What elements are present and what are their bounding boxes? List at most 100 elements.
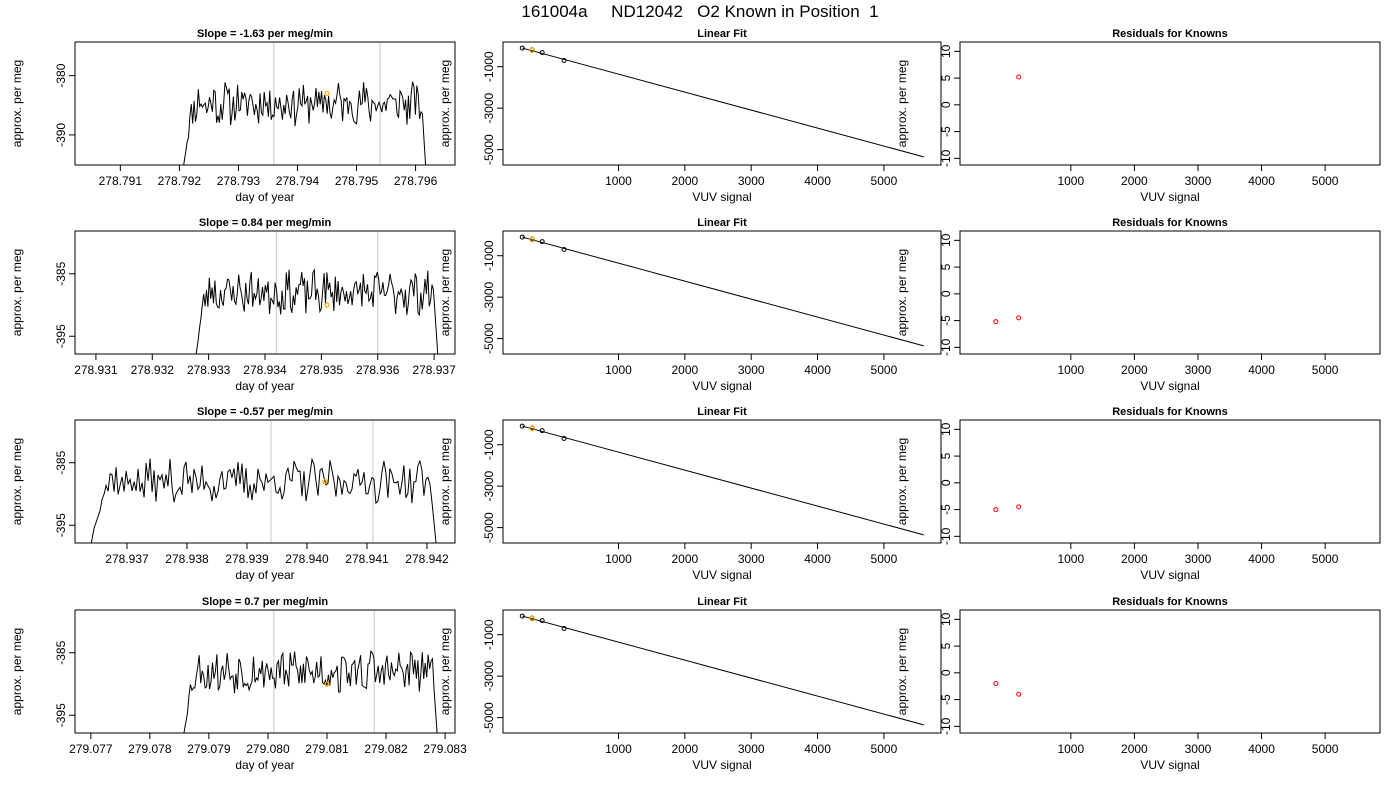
- y-tick-label: -1000: [482, 240, 496, 271]
- y-axis-label: approx. per meg: [438, 438, 452, 525]
- x-axis-label: VUV signal: [1140, 379, 1199, 393]
- fit-point: [561, 247, 567, 253]
- y-axis-label: approx. per meg: [438, 60, 452, 147]
- y-tick-label: -385: [54, 640, 68, 664]
- plot-area: [519, 613, 924, 726]
- x-tick-label: 5000: [1312, 742, 1339, 756]
- x-tick-label: 4000: [1248, 742, 1275, 756]
- x-tick-label: 279.083: [423, 742, 467, 756]
- x-tick-label: 1000: [605, 363, 632, 377]
- panel-title: Residuals for Knowns: [1112, 217, 1228, 229]
- data-series-line: [90, 457, 437, 543]
- x-axis-label: VUV signal: [1140, 568, 1199, 582]
- x-tick-label: 5000: [1312, 174, 1339, 188]
- y-tick-label: -1000: [482, 619, 496, 650]
- panel-scatter-1-1: Linear Fit 1000 2000 3000 4000 5000 -5000 -3000…: [438, 217, 942, 393]
- plot-frame: [74, 41, 456, 166]
- y-tick-label: -10: [939, 717, 953, 735]
- y-tick-label: -1000: [482, 51, 496, 82]
- y-axis-label: approx. per meg: [10, 628, 24, 715]
- x-tick-label: 5000: [1312, 363, 1339, 377]
- y-tick-label: -5000: [482, 323, 496, 354]
- y-tick-label: -5: [939, 315, 953, 326]
- y-tick-label: 5: [939, 642, 953, 649]
- residual-point: [1016, 315, 1022, 321]
- y-tick-label: -3000: [482, 92, 496, 123]
- x-tick-label: 1000: [605, 174, 632, 188]
- x-tick-label: 278.795: [335, 174, 379, 188]
- y-tick-label: -10: [939, 149, 953, 167]
- x-tick-label: 2000: [671, 363, 698, 377]
- x-tick-label: 279.079: [187, 742, 231, 756]
- x-axis-label: day of year: [235, 379, 294, 393]
- residual-point: [993, 507, 999, 513]
- x-axis-label: VUV signal: [1140, 758, 1199, 772]
- plot-frame: [959, 230, 1381, 355]
- highlight-point: [324, 90, 330, 97]
- plot-frame: [74, 230, 456, 355]
- highlight-point: [529, 615, 536, 622]
- panel-title: Residuals for Knowns: [1112, 596, 1228, 608]
- plot-area: [993, 681, 1022, 697]
- y-tick-label: 10: [939, 44, 953, 58]
- x-tick-label: 4000: [1248, 552, 1275, 566]
- panel-scatter-0-2: Residuals for Knowns 1000 2000 3000 4000 5000…: [895, 28, 1381, 204]
- y-tick-label: -1000: [482, 429, 496, 460]
- panel-scatter-3-1: Linear Fit 1000 2000 3000 4000 5000 -5000 -3000…: [438, 596, 942, 772]
- x-tick-label: 2000: [671, 174, 698, 188]
- x-tick-label: 5000: [1312, 552, 1339, 566]
- fit-point: [561, 58, 567, 64]
- y-tick-label: -395: [54, 324, 68, 348]
- y-axis-label: approx. per meg: [10, 60, 24, 147]
- y-tick-label: -5: [939, 126, 953, 137]
- y-tick-label: -3000: [482, 281, 496, 312]
- x-tick-label: 2000: [671, 742, 698, 756]
- x-tick-label: 2000: [1121, 742, 1148, 756]
- panel-scatter-3-2: Residuals for Knowns 1000 2000 3000 4000 5000…: [895, 596, 1381, 772]
- x-tick-label: 1000: [605, 742, 632, 756]
- panel-title: Slope = 0.84 per meg/min: [199, 217, 332, 229]
- panel-scatter-2-2: Residuals for Knowns 1000 2000 3000 4000 5000…: [895, 406, 1381, 582]
- x-tick-label: 278.934: [243, 363, 287, 377]
- y-axis-label: approx. per meg: [895, 628, 909, 715]
- y-tick-label: -385: [54, 450, 68, 474]
- x-tick-label: 4000: [804, 174, 831, 188]
- fit-point: [519, 423, 525, 429]
- x-tick-label: 3000: [1185, 363, 1212, 377]
- plot-area: [183, 42, 427, 165]
- x-tick-label: 5000: [871, 363, 898, 377]
- x-tick-label: 278.937: [412, 363, 456, 377]
- x-tick-label: 4000: [1248, 174, 1275, 188]
- y-tick-label: -3000: [482, 660, 496, 691]
- highlight-point: [322, 478, 328, 485]
- x-axis-label: VUV signal: [1140, 190, 1199, 204]
- x-axis-label: day of year: [235, 758, 294, 772]
- x-tick-label: 1000: [1057, 742, 1084, 756]
- panel-line-3-0: Slope = 0.7 per meg/min 279.077 279.078 279…: [10, 596, 467, 772]
- x-axis-label: VUV signal: [692, 758, 751, 772]
- data-series-line: [195, 268, 439, 354]
- panel-line-0-0: Slope = -1.63 per meg/min 278.791 278.792 2…: [10, 28, 456, 204]
- panel-line-2-0: Slope = -0.57 per meg/min 278.937 278.938 2…: [10, 406, 456, 582]
- y-tick-label: 10: [939, 612, 953, 626]
- fit-point: [561, 626, 567, 632]
- fit-point: [561, 436, 567, 442]
- residual-point: [1016, 74, 1022, 80]
- fit-point: [539, 239, 545, 245]
- plot-frame: [959, 419, 1381, 544]
- y-axis-label: approx. per meg: [10, 249, 24, 336]
- panel-title: Linear Fit: [697, 596, 747, 608]
- y-tick-label: -395: [54, 703, 68, 727]
- fit-line: [522, 236, 924, 347]
- x-tick-label: 278.939: [225, 552, 269, 566]
- panel-title: Linear Fit: [697, 406, 747, 418]
- x-tick-label: 278.933: [187, 363, 231, 377]
- y-axis-label: approx. per meg: [895, 249, 909, 336]
- panel-title: Slope = -0.57 per meg/min: [197, 406, 333, 418]
- fit-point: [519, 234, 525, 240]
- x-axis-label: VUV signal: [692, 379, 751, 393]
- x-axis-label: day of year: [235, 190, 294, 204]
- x-tick-label: 278.796: [394, 174, 438, 188]
- data-series-line: [183, 81, 427, 165]
- plot-area: [519, 234, 924, 347]
